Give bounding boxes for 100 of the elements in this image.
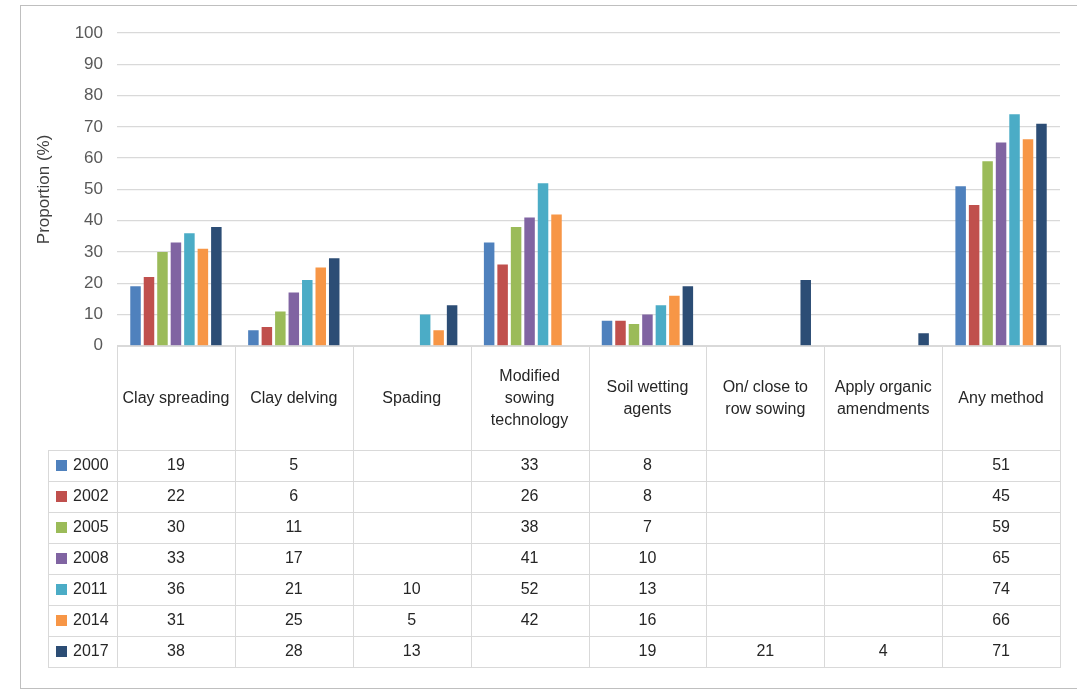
x-tick-label: Any method bbox=[957, 387, 1045, 408]
legend-label: 2000 bbox=[72, 455, 110, 476]
bar bbox=[682, 286, 694, 346]
data-label: 21 bbox=[755, 641, 776, 662]
data-label: 66 bbox=[991, 610, 1011, 631]
data-label: 51 bbox=[991, 455, 1011, 476]
x-tick-label: Apply organic amendments bbox=[833, 376, 933, 419]
data-label: 33 bbox=[166, 548, 186, 569]
bar bbox=[433, 330, 444, 346]
data-label: 65 bbox=[991, 548, 1011, 569]
data-label: 38 bbox=[166, 641, 186, 662]
bar bbox=[211, 226, 222, 346]
bar bbox=[642, 314, 653, 346]
bar bbox=[601, 320, 613, 346]
bar bbox=[669, 295, 680, 346]
x-tick-label: On/ close to row sowing bbox=[721, 376, 809, 419]
data-label: 5 bbox=[406, 610, 418, 631]
data-label: 17 bbox=[283, 548, 304, 569]
bar bbox=[483, 242, 495, 346]
y-axis-title: Proportion (%) bbox=[33, 134, 53, 245]
data-label: 30 bbox=[166, 517, 186, 538]
bar bbox=[968, 205, 980, 346]
bar bbox=[248, 330, 259, 346]
bar bbox=[982, 161, 993, 346]
y-tick-label: 100 bbox=[74, 22, 103, 42]
bar bbox=[800, 280, 811, 346]
bar bbox=[510, 226, 522, 346]
data-label: 52 bbox=[519, 579, 540, 600]
bar bbox=[302, 280, 313, 346]
data-label: 33 bbox=[519, 455, 540, 476]
bar bbox=[918, 333, 929, 346]
data-label: 36 bbox=[166, 579, 186, 600]
bar bbox=[130, 286, 141, 346]
data-label: 13 bbox=[401, 641, 422, 662]
y-tick-label: 40 bbox=[84, 210, 103, 230]
data-label: 31 bbox=[166, 610, 186, 631]
x-tick-label: Clay delving bbox=[249, 387, 339, 408]
bar bbox=[615, 320, 626, 346]
bar bbox=[197, 248, 209, 346]
data-label: 19 bbox=[166, 455, 186, 476]
data-label: 22 bbox=[166, 486, 186, 507]
data-label: 25 bbox=[283, 610, 304, 631]
legend-label: 2017 bbox=[72, 641, 110, 662]
x-tick-label: Soil wetting agents bbox=[605, 376, 690, 419]
y-tick-label: 60 bbox=[84, 147, 103, 167]
data-label: 21 bbox=[283, 579, 304, 600]
bar bbox=[446, 305, 458, 346]
bar bbox=[655, 305, 667, 346]
y-tick-label: 10 bbox=[84, 304, 103, 324]
legend-label: 2011 bbox=[72, 579, 109, 600]
bar bbox=[184, 233, 195, 346]
bar bbox=[288, 292, 300, 346]
x-tick-label: Clay spreading bbox=[121, 387, 231, 408]
bar bbox=[419, 314, 431, 346]
data-label: 10 bbox=[401, 579, 422, 600]
bar bbox=[551, 214, 562, 346]
y-tick-label: 70 bbox=[84, 116, 103, 136]
y-tick-label: 20 bbox=[84, 272, 103, 292]
data-label: 38 bbox=[519, 517, 540, 538]
bar bbox=[143, 276, 155, 346]
y-tick-label: 0 bbox=[93, 335, 103, 355]
data-label: 26 bbox=[519, 486, 540, 507]
data-label: 42 bbox=[519, 610, 540, 631]
x-tick-label: Modified sowing technology bbox=[489, 365, 570, 430]
bar bbox=[524, 217, 535, 346]
data-label: 8 bbox=[642, 455, 653, 476]
bar bbox=[315, 267, 327, 346]
data-label: 6 bbox=[288, 486, 300, 507]
data-label: 71 bbox=[991, 641, 1011, 662]
data-label: 11 bbox=[284, 517, 304, 538]
data-label: 13 bbox=[637, 579, 658, 600]
data-label: 8 bbox=[642, 486, 653, 507]
data-label: 7 bbox=[642, 517, 653, 538]
data-label: 19 bbox=[637, 641, 658, 662]
bar bbox=[1036, 123, 1047, 346]
data-label: 5 bbox=[288, 455, 300, 476]
data-label: 74 bbox=[991, 579, 1011, 600]
bar bbox=[328, 258, 340, 346]
y-tick-label: 90 bbox=[84, 53, 103, 73]
bar bbox=[1009, 114, 1020, 346]
data-label: 10 bbox=[637, 548, 658, 569]
bar bbox=[497, 264, 508, 346]
bar bbox=[955, 186, 966, 346]
bar bbox=[995, 142, 1007, 346]
bar bbox=[275, 311, 286, 346]
data-label: 59 bbox=[991, 517, 1011, 538]
bar bbox=[261, 327, 273, 346]
y-tick-label: 50 bbox=[84, 179, 103, 199]
bar bbox=[628, 323, 640, 346]
legend-label: 2008 bbox=[72, 548, 110, 569]
legend-label: 2005 bbox=[72, 517, 110, 538]
data-label: 16 bbox=[637, 610, 658, 631]
bar bbox=[1022, 139, 1034, 346]
data-label: 4 bbox=[877, 641, 889, 662]
y-tick-label: 30 bbox=[84, 241, 103, 261]
y-tick-label: 80 bbox=[84, 85, 103, 105]
legend-label: 2014 bbox=[72, 610, 110, 631]
bar bbox=[537, 183, 549, 346]
bar bbox=[157, 251, 168, 346]
data-label: 45 bbox=[991, 486, 1011, 507]
